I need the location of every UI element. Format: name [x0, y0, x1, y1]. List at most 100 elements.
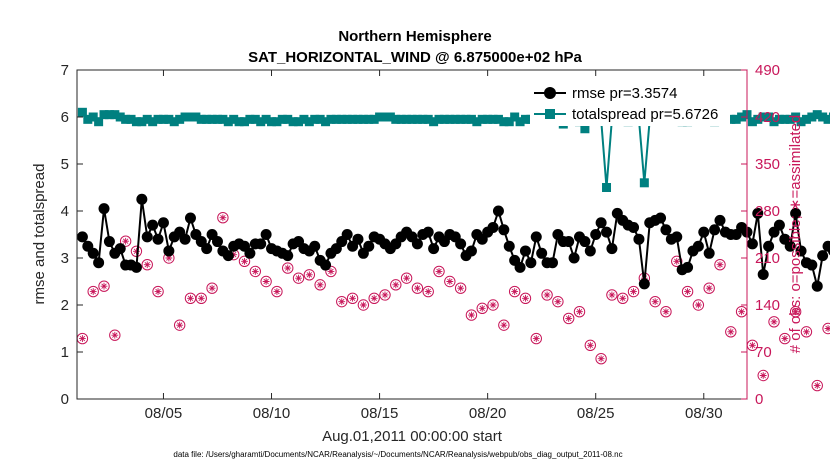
totalspread-point	[245, 114, 255, 124]
totalspread-point	[104, 110, 114, 120]
obs-possible-circle	[411, 282, 424, 294]
obs-assimilated-star	[619, 294, 627, 302]
totalspread-point	[769, 117, 779, 127]
obs-possible-circle	[465, 309, 478, 321]
x-tick-label: 08/15	[361, 405, 399, 422]
legend-totalspread-marker	[545, 109, 555, 119]
obs-assimilated-star	[197, 294, 205, 302]
totalspread-point	[818, 112, 828, 122]
rmse-point	[606, 243, 618, 255]
rmse-point	[428, 243, 440, 255]
totalspread-point	[142, 114, 152, 124]
obs-marker	[195, 292, 207, 304]
obs-marker	[660, 306, 672, 318]
obs-possible-circle	[725, 326, 737, 338]
chart-subtitle: SAT_HORIZONTAL_WIND @ 6.875000e+02 hPa	[248, 49, 582, 66]
rmse-point	[584, 245, 596, 257]
obs-assimilated-star	[295, 274, 302, 282]
totalspread-point	[796, 117, 806, 127]
totalspread-point	[196, 114, 206, 124]
rmse-point	[628, 221, 640, 233]
x-tick-label: 08/10	[253, 405, 291, 422]
obs-marker	[595, 353, 607, 365]
totalspread-point	[477, 114, 487, 124]
totalspread-point	[229, 114, 239, 124]
totalspread-point	[94, 117, 104, 127]
totalspread-point	[785, 114, 795, 124]
obs-possible-circle	[562, 312, 575, 325]
totalspread-point	[385, 112, 395, 122]
obs-assimilated-star	[630, 288, 637, 295]
totalspread-point	[240, 117, 249, 127]
obs-assimilated-star	[241, 257, 248, 265]
obs-marker	[141, 259, 153, 271]
obs-possible-circle	[692, 299, 705, 311]
totalspread-point	[261, 114, 271, 124]
obs-possible-circle	[606, 289, 618, 301]
obs-possible-circle	[173, 319, 186, 331]
totalspread-point	[272, 117, 282, 127]
legend-rmse-marker	[544, 87, 556, 99]
rmse-point	[806, 259, 818, 271]
obs-possible-circle	[400, 272, 413, 284]
obs-marker	[346, 292, 359, 304]
obs-assimilated-star	[284, 264, 292, 272]
totalspread-point	[764, 112, 774, 122]
obs-marker	[476, 302, 488, 315]
obs-marker	[584, 339, 597, 351]
obs-marker	[98, 280, 110, 292]
totalspread-point	[434, 114, 444, 124]
totalspread-point	[472, 117, 482, 127]
totalspread-point	[88, 112, 98, 122]
obs-assimilated-star	[305, 271, 313, 279]
obs-assimilated-star	[586, 341, 594, 349]
rmse-point	[114, 243, 126, 255]
rmse-point	[817, 250, 829, 262]
obs-possible-circle	[390, 279, 402, 291]
obs-possible-circle	[476, 302, 488, 315]
obs-marker	[119, 235, 132, 247]
totalspread-point	[342, 114, 352, 124]
obs-assimilated-star	[770, 318, 778, 326]
obs-assimilated-star	[727, 328, 735, 336]
totalspread-point	[418, 114, 428, 124]
obs-marker	[789, 306, 802, 318]
rmse-point	[757, 268, 769, 280]
obs-marker	[617, 292, 629, 304]
totalspread-point	[175, 114, 185, 124]
obs-assimilated-star	[424, 288, 432, 295]
obs-assimilated-star	[392, 281, 400, 289]
rmse-point	[682, 261, 694, 273]
obs-assimilated-star	[608, 291, 616, 299]
rmse-point	[633, 233, 645, 245]
obs-assimilated-star	[403, 274, 410, 282]
obs-marker	[714, 259, 726, 271]
obs-marker	[314, 279, 326, 291]
totalspread-point	[218, 114, 228, 124]
rmse-point	[455, 238, 467, 250]
obs-assimilated-star	[370, 294, 378, 302]
totalspread-point	[310, 114, 320, 124]
obs-possible-circle	[498, 319, 510, 331]
rmse-point	[152, 233, 164, 245]
totalspread-point	[304, 117, 314, 127]
totalspread-point	[515, 117, 525, 127]
obs-marker	[379, 289, 391, 301]
totalspread-point	[639, 178, 649, 188]
totalspread-point	[77, 107, 87, 117]
rmse-point	[136, 193, 148, 205]
obs-assimilated-star	[89, 288, 97, 295]
totalspread-point	[731, 114, 741, 124]
legend-rmse-label: rmse pr=3.3574	[572, 85, 677, 102]
rmse-point	[595, 217, 607, 229]
obs-assimilated-star	[165, 254, 173, 262]
obs-marker	[444, 275, 456, 288]
obs-marker	[109, 329, 121, 341]
totalspread-point	[299, 114, 309, 124]
rmse-point	[363, 240, 375, 252]
rmse-point	[76, 231, 88, 243]
obs-assimilated-star	[662, 308, 670, 316]
obs-assimilated-star	[187, 294, 194, 302]
obs-marker	[530, 332, 542, 345]
obs-possible-circle	[757, 369, 769, 382]
